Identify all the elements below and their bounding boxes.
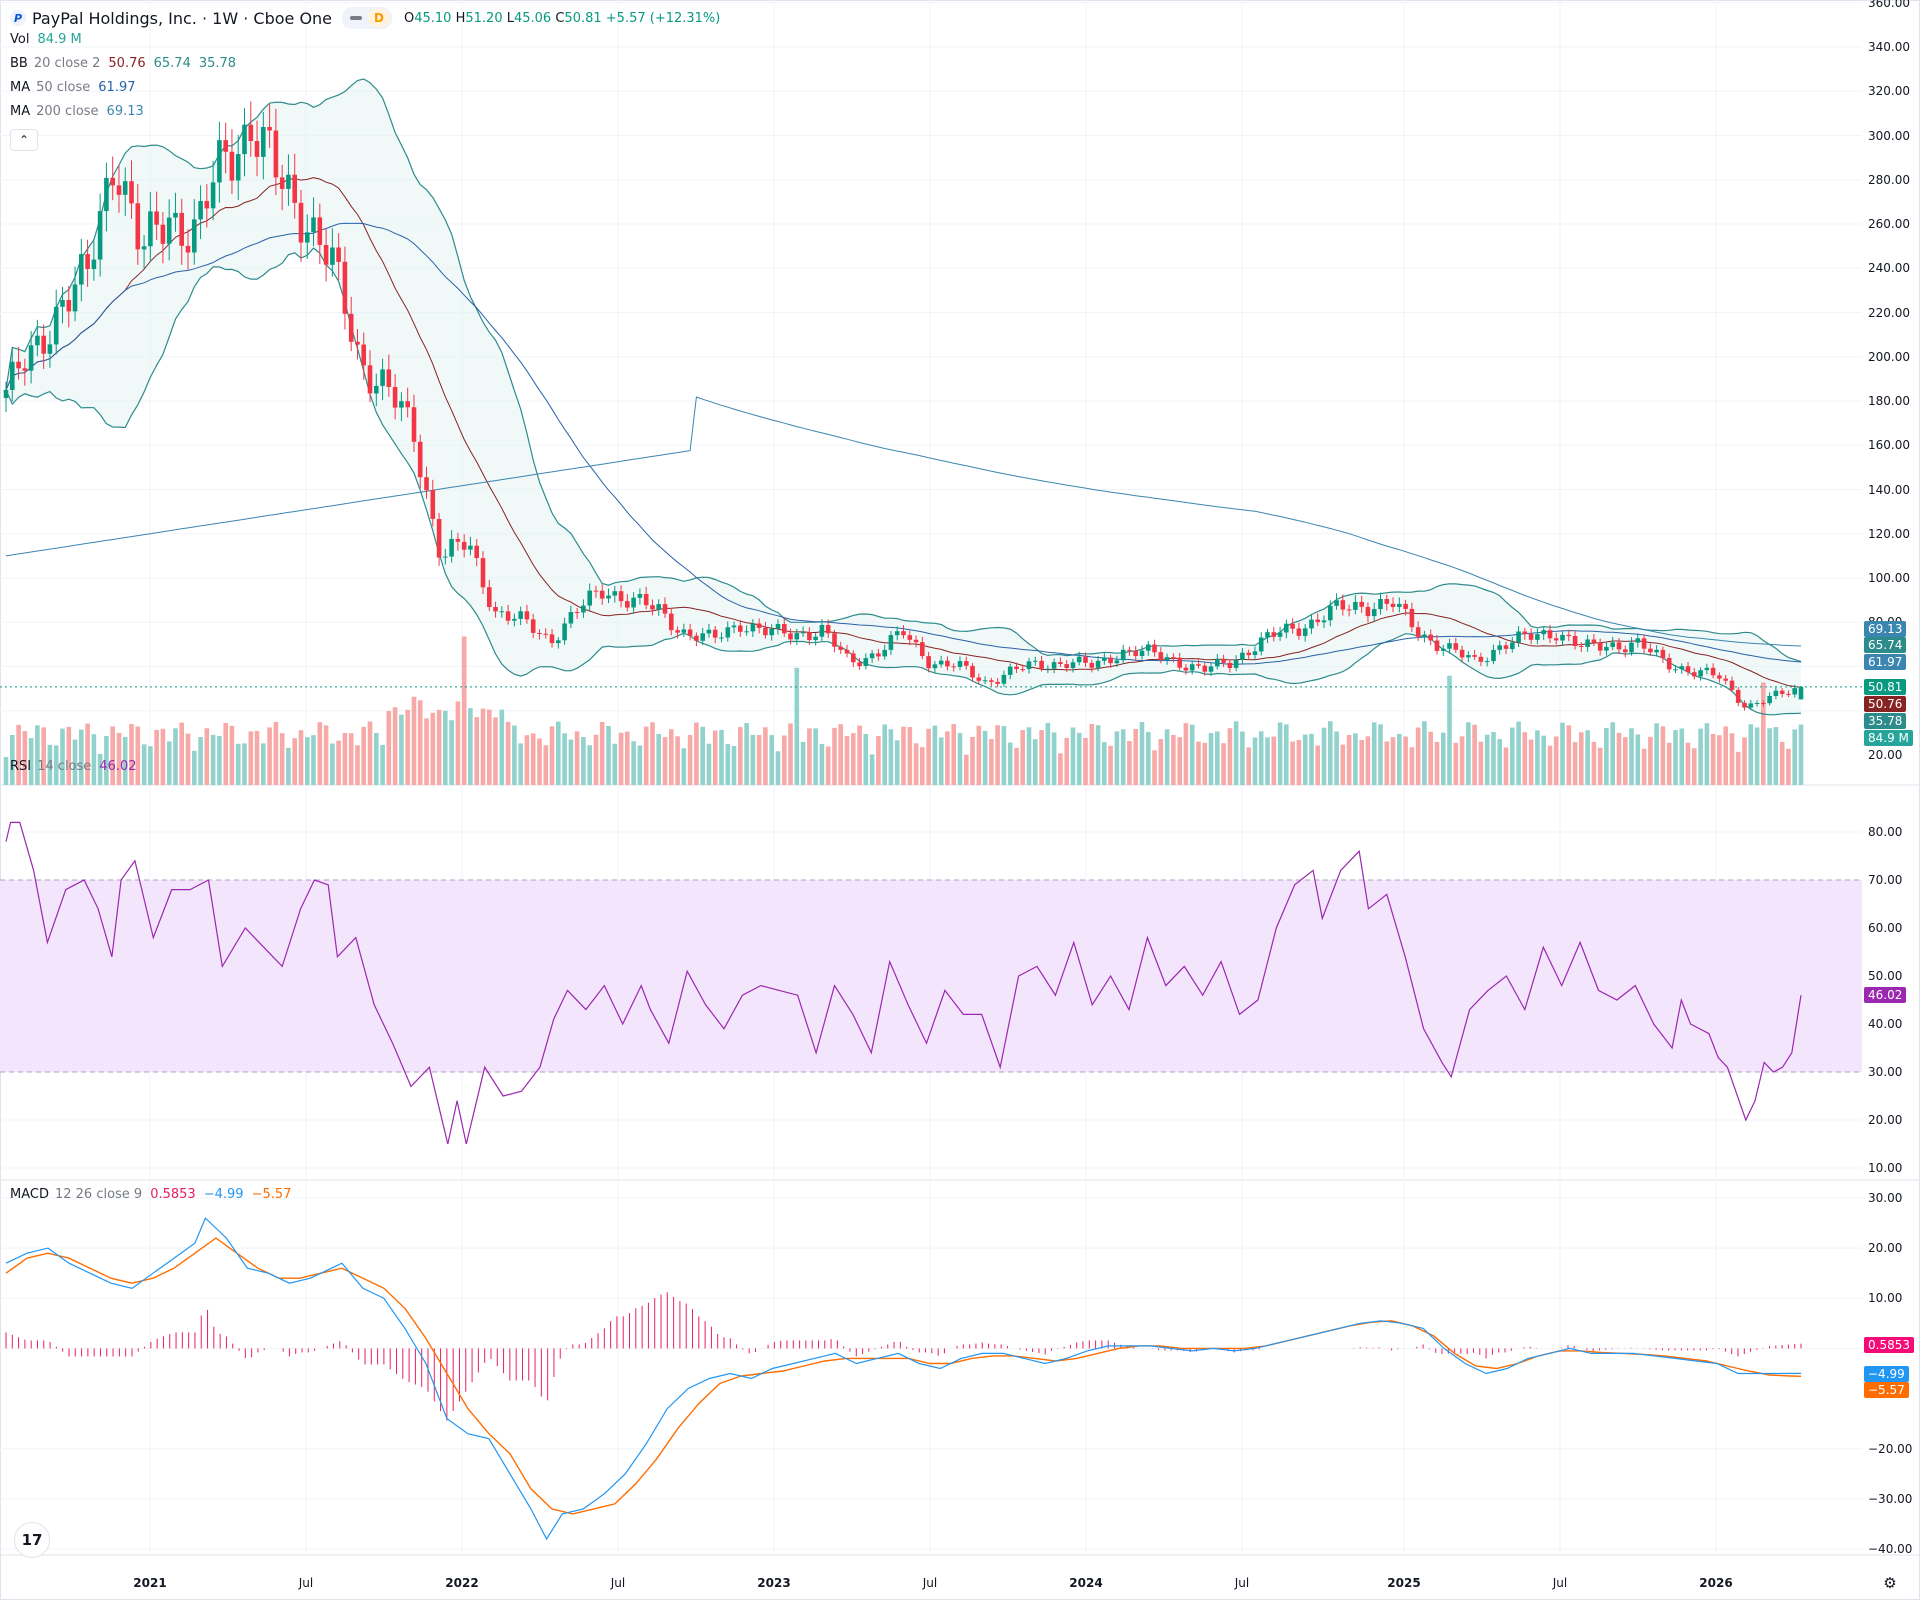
axis-label: 30.00 (1868, 1191, 1903, 1205)
axis-label: 240.00 (1868, 261, 1910, 276)
market-closed-icon (350, 16, 363, 20)
axis-label: −20.00 (1868, 1441, 1913, 1456)
axis-label: 46.02 (1864, 987, 1907, 1004)
axis-label: 2021 (133, 1576, 167, 1590)
axis-label: 0.5853 (1864, 1337, 1914, 1354)
axis-label: 10.00 (1868, 1161, 1903, 1175)
axis-label: 2026 (1699, 1576, 1733, 1590)
axis-label: 280.00 (1868, 172, 1910, 187)
open-value: 45.10 (414, 10, 452, 26)
ma200-value: 69.13 (106, 104, 144, 119)
axis-label: 200.00 (1868, 349, 1910, 364)
high-label: H (455, 10, 466, 26)
axis-label: Jul (1234, 1576, 1250, 1590)
axis-label: 20.00 (1868, 748, 1903, 762)
axis-label: 100.00 (1868, 571, 1910, 585)
axis-label: −4.99 (1864, 1366, 1909, 1383)
tradingview-logo[interactable]: 17 (14, 1522, 50, 1558)
bb-basis-value: 50.76 (108, 56, 146, 71)
axis-label: 140.00 (1868, 482, 1910, 497)
axis-label: 69.13 (1864, 621, 1907, 637)
change-value: +5.57 (+12.31%) (605, 10, 721, 26)
axis-label: 50.81 (1864, 679, 1907, 695)
close-label: C (555, 10, 565, 26)
axis-label: 70.00 (1868, 873, 1903, 887)
axis-label: 35.78 (1864, 713, 1907, 729)
axis-label: Jul (298, 1576, 314, 1590)
axis-label: 80.00 (1868, 825, 1903, 839)
close-value: 50.81 (564, 10, 602, 26)
axis-label: 220.00 (1868, 305, 1910, 320)
axis-label: 2022 (445, 1576, 479, 1590)
axis-label: 50.76 (1864, 696, 1907, 712)
axis-label: 65.74 (1864, 637, 1907, 653)
ma50-value: 61.97 (98, 80, 136, 95)
axis-label: 340.00 (1868, 40, 1910, 54)
rsi-legend[interactable]: RSI 14 close 46.02 (10, 759, 137, 774)
indicator-name: Vol (10, 32, 30, 47)
symbol-header: P PayPal Holdings, Inc. · 1W · Cboe One … (10, 7, 720, 29)
macd-line-value: −4.99 (203, 1187, 244, 1202)
indicator-params: 20 close 2 (33, 56, 101, 71)
low-label: L (506, 10, 514, 26)
indicator-name: MA (10, 104, 31, 119)
axis-label: 84.9 M (1864, 730, 1913, 746)
axis-label: 260.00 (1868, 217, 1910, 231)
axis-label: 20.00 (1868, 1113, 1903, 1127)
collapse-legend-button[interactable]: ⌃ (10, 129, 38, 151)
axis-label: Jul (610, 1576, 626, 1590)
axis-label: 60.00 (1868, 921, 1903, 935)
indicator-name: MACD (10, 1187, 49, 1202)
market-status-badge[interactable]: D (342, 7, 392, 29)
axis-label: 2024 (1069, 1576, 1103, 1590)
axis-label: 30.00 (1868, 1065, 1903, 1079)
axis-label: −30.00 (1868, 1491, 1913, 1506)
bb-upper-value: 65.74 (153, 56, 191, 71)
bb-lower-value: 35.78 (198, 56, 237, 71)
indicator-name: RSI (10, 759, 32, 774)
axis-label: Jul (1552, 1576, 1568, 1590)
axis-label: 300.00 (1868, 128, 1910, 143)
indicator-name: BB (10, 56, 28, 71)
axis-label: 10.00 (1868, 1291, 1903, 1306)
indicator-params: 12 26 close 9 (54, 1187, 143, 1202)
axis-label: 120.00 (1868, 526, 1910, 541)
axis-label: −40.00 (1868, 1541, 1913, 1556)
delayed-data-badge[interactable]: D (368, 9, 390, 27)
low-value: 45.06 (513, 10, 552, 26)
axis-label: 360.00 (1868, 0, 1910, 10)
high-value: 51.20 (465, 10, 503, 26)
indicator-params: 50 close (36, 80, 91, 95)
indicator-params: 200 close (36, 104, 99, 119)
macd-legend[interactable]: MACD 12 26 close 9 0.5853 −4.99 −5.57 (10, 1187, 291, 1202)
axis-label: 61.97 (1864, 654, 1907, 670)
indicator-params: 14 close (37, 759, 92, 774)
macd-signal-value: −5.57 (251, 1187, 292, 1202)
macd-hist-value: 0.5853 (150, 1187, 196, 1202)
volume-value: 84.9 M (37, 32, 82, 47)
axis-label: 2025 (1387, 1576, 1421, 1590)
ma50-legend[interactable]: MA 50 close 61.97 (10, 80, 136, 95)
settings-gear-icon[interactable]: ⚙ (1883, 1574, 1897, 1592)
axis-label: −5.57 (1864, 1382, 1909, 1399)
ohlc-values: O45.10 H51.20 L45.06 C50.81 +5.57 (+12.3… (404, 11, 720, 26)
indicator-name: MA (10, 80, 31, 95)
axis-label: 40.00 (1868, 1017, 1903, 1031)
paypal-logo-icon: P (10, 10, 26, 26)
bollinger-legend[interactable]: BB 20 close 2 50.76 65.74 35.78 (10, 56, 236, 71)
axis-label: 160.00 (1868, 438, 1910, 453)
axis-label: 180.00 (1868, 394, 1910, 408)
rsi-value: 46.02 (99, 759, 137, 774)
axis-label: 20.00 (1868, 1241, 1903, 1256)
open-label: O (404, 10, 415, 26)
axis-label: 50.00 (1868, 969, 1903, 983)
axis-label: Jul (922, 1576, 938, 1590)
symbol-title[interactable]: PayPal Holdings, Inc. · 1W · Cboe One (32, 8, 333, 28)
ma200-legend[interactable]: MA 200 close 69.13 (10, 104, 144, 119)
volume-legend[interactable]: Vol 84.9 M (10, 32, 82, 47)
axis-label: 2023 (757, 1576, 791, 1590)
axis-label: 320.00 (1868, 84, 1910, 99)
